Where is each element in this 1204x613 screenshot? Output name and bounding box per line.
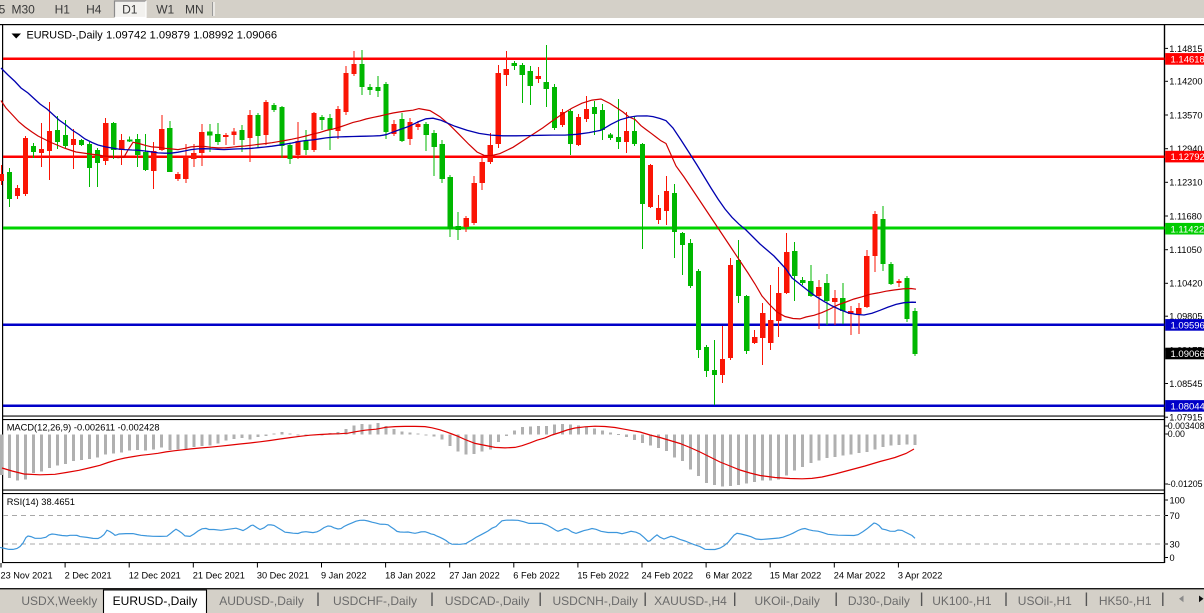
svg-text:24 Mar 2022: 24 Mar 2022: [834, 571, 886, 581]
svg-text:USDCHF-,Daily: USDCHF-,Daily: [333, 594, 417, 608]
svg-text:27 Jan 2022: 27 Jan 2022: [449, 571, 500, 581]
svg-text:EURUSD-,Daily: EURUSD-,Daily: [113, 594, 198, 608]
svg-text:HK50-,H1: HK50-,H1: [1099, 594, 1152, 608]
svg-text:USDX,Weekly: USDX,Weekly: [21, 594, 97, 608]
svg-text:USDCAD-,Daily: USDCAD-,Daily: [445, 594, 530, 608]
svg-text:1.11422: 1.11422: [1171, 224, 1204, 235]
svg-text:EURUSD-,Daily: EURUSD-,Daily: [27, 30, 104, 42]
svg-text:6 Feb 2022: 6 Feb 2022: [513, 571, 560, 581]
svg-text:D1: D1: [122, 3, 138, 17]
svg-text:UKOil-,Daily: UKOil-,Daily: [755, 594, 820, 608]
svg-text:3 Apr 2022: 3 Apr 2022: [898, 571, 942, 581]
svg-text:1.11680: 1.11680: [1169, 211, 1202, 221]
svg-text:1.12940: 1.12940: [1169, 144, 1202, 154]
svg-text:1.13570: 1.13570: [1169, 110, 1202, 120]
svg-text:0: 0: [1170, 553, 1175, 563]
svg-text:1.08044: 1.08044: [1171, 402, 1204, 413]
svg-text:H1: H1: [55, 3, 71, 17]
svg-text:MN: MN: [185, 3, 204, 17]
svg-text:XAUUSD-,H4: XAUUSD-,H4: [654, 594, 727, 608]
svg-text:H4: H4: [86, 3, 102, 17]
svg-text:1.09742 1.09879 1.08992 1.0906: 1.09742 1.09879 1.08992 1.09066: [106, 30, 277, 42]
svg-text:15 Mar 2022: 15 Mar 2022: [770, 571, 822, 581]
svg-text:1.14815: 1.14815: [1169, 44, 1202, 54]
svg-text:AUDUSD-,Daily: AUDUSD-,Daily: [219, 594, 304, 608]
svg-text:12 Dec 2021: 12 Dec 2021: [129, 571, 181, 581]
svg-text:2 Dec 2021: 2 Dec 2021: [65, 571, 112, 581]
svg-text:USDCNH-,Daily: USDCNH-,Daily: [553, 594, 638, 608]
svg-text:0.00: 0.00: [1168, 429, 1185, 439]
svg-text:30 Dec 2021: 30 Dec 2021: [257, 571, 309, 581]
svg-text:USOil-,H1: USOil-,H1: [1018, 594, 1072, 608]
svg-text:18 Jan 2022: 18 Jan 2022: [385, 571, 436, 581]
svg-text:UK100-,H1: UK100-,H1: [932, 594, 992, 608]
svg-text:15 Feb 2022: 15 Feb 2022: [577, 571, 629, 581]
svg-text:RSI(14) 38.4651: RSI(14) 38.4651: [7, 497, 75, 507]
svg-text:DJ30-,Daily: DJ30-,Daily: [848, 594, 910, 608]
svg-text:1.12792: 1.12792: [1171, 152, 1204, 163]
svg-text:1.08545: 1.08545: [1169, 379, 1202, 389]
svg-text:1.14200: 1.14200: [1169, 77, 1202, 87]
svg-text:1.11050: 1.11050: [1169, 245, 1202, 255]
svg-text:W1: W1: [156, 3, 174, 17]
svg-text:30: 30: [1170, 539, 1180, 549]
svg-text:5: 5: [0, 3, 6, 17]
svg-text:6 Mar 2022: 6 Mar 2022: [706, 571, 752, 581]
svg-text:9 Jan 2022: 9 Jan 2022: [321, 571, 366, 581]
svg-text:1.09805: 1.09805: [1169, 312, 1202, 322]
svg-text:-0.01205: -0.01205: [1168, 479, 1203, 489]
svg-text:1.12310: 1.12310: [1169, 178, 1202, 188]
svg-text:0.003408: 0.003408: [1168, 421, 1204, 431]
svg-text:100: 100: [1170, 495, 1185, 505]
svg-text:1.09066: 1.09066: [1171, 349, 1204, 360]
svg-text:23 Nov 2021: 23 Nov 2021: [1, 571, 53, 581]
svg-text:1.07915: 1.07915: [1169, 413, 1202, 423]
svg-text:1.10420: 1.10420: [1169, 279, 1202, 289]
svg-text:1.14618: 1.14618: [1171, 55, 1204, 66]
svg-text:M30: M30: [12, 3, 36, 17]
svg-text:24 Feb 2022: 24 Feb 2022: [642, 571, 694, 581]
svg-text:70: 70: [1170, 511, 1180, 521]
svg-text:MACD(12,26,9) -0.002611 -0.002: MACD(12,26,9) -0.002611 -0.002428: [7, 423, 160, 433]
svg-text:1.09596: 1.09596: [1171, 321, 1204, 332]
svg-text:21 Dec 2021: 21 Dec 2021: [193, 571, 245, 581]
